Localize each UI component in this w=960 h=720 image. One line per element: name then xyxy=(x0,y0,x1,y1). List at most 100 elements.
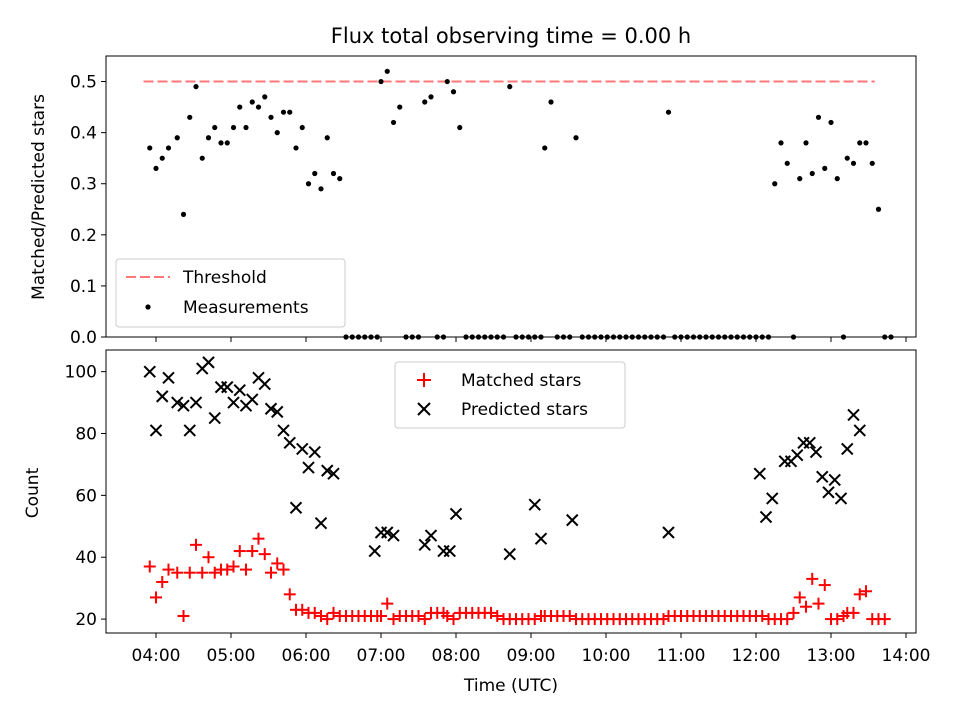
predicted-star-point xyxy=(149,424,163,437)
measurement-point xyxy=(809,170,815,177)
predicted-star-point xyxy=(503,547,516,561)
predicted-star-point xyxy=(822,486,835,499)
top-axes-frame xyxy=(105,55,917,338)
predicted-star-point xyxy=(759,510,773,524)
matched-star-point xyxy=(177,609,190,622)
matched-star-point xyxy=(221,563,234,576)
predicted-star-point xyxy=(424,529,438,542)
matched-star-point xyxy=(246,545,259,558)
predicted-star-point xyxy=(156,390,169,403)
predicted-star-point xyxy=(753,467,766,480)
matched-star-point xyxy=(308,606,321,619)
predicted-star-point xyxy=(177,399,190,412)
measurement-point xyxy=(218,140,224,146)
measurement-point xyxy=(224,140,230,146)
predicted-star-point xyxy=(296,442,309,456)
matched-star-point xyxy=(793,591,806,604)
matched-star-point xyxy=(252,532,265,545)
measurement-point xyxy=(428,94,434,100)
bottom-x-tick-label: 10:00 xyxy=(582,646,631,666)
matched-star-point xyxy=(150,591,162,604)
top-panel: 0.0 0.1 0.2 0.3 0.4 0.5 Matched/Predicted sta… xyxy=(29,55,917,348)
predicted-star-point xyxy=(853,424,866,437)
measurement-point xyxy=(199,155,205,161)
measurement-point xyxy=(293,145,299,151)
bottom-legend-box xyxy=(394,361,626,429)
measurement-point xyxy=(573,135,579,141)
measurement-point xyxy=(174,135,180,141)
measurement-point xyxy=(268,114,274,120)
predicted-star-point xyxy=(816,470,829,484)
predicted-star-point xyxy=(418,538,431,552)
matched-star-point xyxy=(447,613,460,626)
matched-star-point xyxy=(818,579,831,592)
matched-star-point xyxy=(860,585,872,598)
predicted-star-point xyxy=(189,396,203,409)
matched-star-point xyxy=(847,606,860,619)
measurement-point xyxy=(193,84,199,90)
matched-star-point xyxy=(418,613,431,626)
top-y-ticks: 0.0 0.1 0.2 0.3 0.4 0.5 xyxy=(70,73,106,348)
matched-star-point xyxy=(233,545,246,558)
measurement-point xyxy=(384,68,390,74)
measurement-point xyxy=(287,109,293,115)
predicted-star-point xyxy=(283,436,296,449)
measurement-point xyxy=(834,176,840,182)
predicted-legend-swatch xyxy=(417,402,431,416)
matched-star-point xyxy=(787,606,800,619)
predicted-star-point xyxy=(277,424,290,437)
predicted-star-point xyxy=(834,492,848,505)
predicted-star-point xyxy=(662,526,675,539)
threshold-legend-label: Threshold xyxy=(182,268,267,288)
matched-star-point xyxy=(315,609,327,622)
measurement-point xyxy=(828,119,834,126)
predicted-star-point xyxy=(841,442,854,456)
measurement-point xyxy=(187,114,193,120)
top-y-tick-label: 0.4 xyxy=(70,124,97,144)
matched-star-point xyxy=(283,588,296,601)
measurement-point xyxy=(850,160,857,166)
matched-star-point xyxy=(143,560,156,573)
predicted-star-point xyxy=(443,544,456,558)
matched-star-point xyxy=(327,606,340,619)
top-y-tick-label: 0.5 xyxy=(70,73,97,93)
matched-star-point xyxy=(756,609,769,622)
predicted-star-point xyxy=(314,516,328,530)
matched-star-point xyxy=(412,609,425,622)
measurement-point xyxy=(212,124,218,131)
measurement-point xyxy=(869,160,875,166)
measurement-point xyxy=(542,145,548,151)
top-y-tick-label: 0.0 xyxy=(70,328,97,348)
measurement-point xyxy=(857,140,863,146)
measurement-point xyxy=(822,165,828,171)
measurement-point xyxy=(180,211,187,217)
measurements-legend-swatch xyxy=(145,304,151,310)
predicted-star-point xyxy=(258,377,271,391)
measurement-point xyxy=(844,155,850,161)
measurement-point xyxy=(444,78,450,85)
predicted-star-point xyxy=(847,408,860,422)
predicted-star-point xyxy=(183,424,196,437)
matched-star-point xyxy=(162,563,175,576)
predicted-star-point xyxy=(208,411,221,425)
matched-star-point xyxy=(190,538,202,551)
predicted-star-point xyxy=(566,513,579,527)
matched-star-point xyxy=(812,597,825,610)
matched-star-point xyxy=(196,566,209,579)
bottom-legend: Matched stars Predicted stars xyxy=(394,361,626,429)
top-chart-title: Flux total observing time = 0.00 h xyxy=(331,24,691,48)
bottom-axes-frame xyxy=(105,349,917,634)
predicted-star-point xyxy=(528,498,541,511)
bottom-y-tick-label: 100 xyxy=(65,363,97,383)
bottom-y-ticks: 20 40 60 80 100 xyxy=(65,363,106,630)
matched-star-point xyxy=(878,613,891,626)
bottom-x-tick-label: 12:00 xyxy=(732,646,781,666)
top-y-tick-label: 0.3 xyxy=(70,175,97,195)
top-legend-box xyxy=(115,258,346,328)
measurement-point xyxy=(450,89,457,95)
predicted-star-point xyxy=(803,436,816,449)
measurement-point xyxy=(249,99,255,105)
predicted-star-point xyxy=(302,461,315,474)
top-y-axis-label: Matched/Predicted stars xyxy=(29,94,49,300)
matched-star-point xyxy=(563,609,576,622)
